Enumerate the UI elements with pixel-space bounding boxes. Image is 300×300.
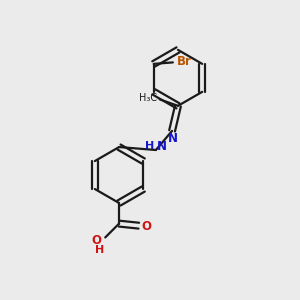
Text: H₃C: H₃C bbox=[139, 94, 158, 103]
Text: H: H bbox=[145, 142, 154, 152]
Text: N: N bbox=[168, 132, 178, 145]
Text: N: N bbox=[158, 140, 167, 153]
Text: H: H bbox=[95, 244, 104, 254]
Text: Br: Br bbox=[176, 55, 191, 68]
Text: O: O bbox=[142, 220, 152, 233]
Text: O: O bbox=[92, 234, 101, 247]
